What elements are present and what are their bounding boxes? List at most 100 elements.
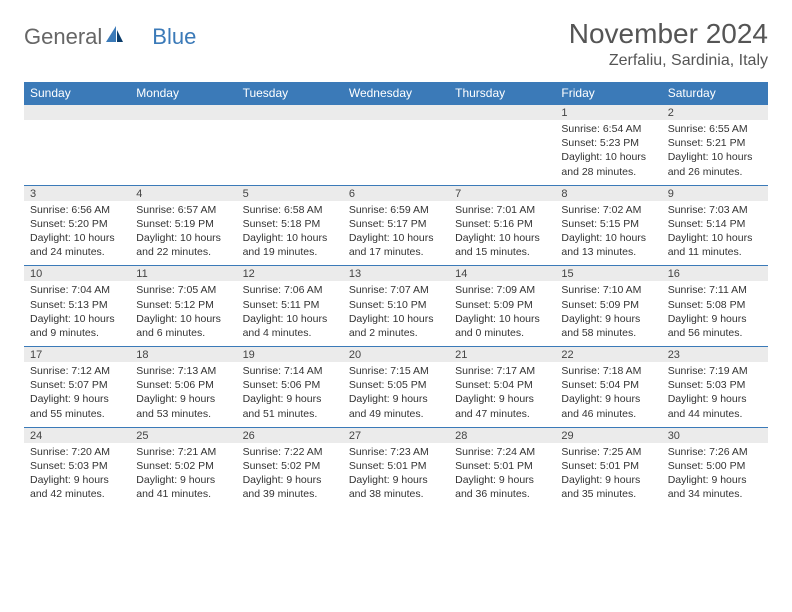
sunset-line: Sunset: 5:09 PM	[455, 298, 549, 312]
daynum-cell	[130, 105, 236, 121]
detail-cell: Sunrise: 7:13 AMSunset: 5:06 PMDaylight:…	[130, 362, 236, 427]
sunset-line: Sunset: 5:16 PM	[455, 217, 549, 231]
daylight-line: Daylight: 10 hours and 4 minutes.	[243, 312, 337, 340]
daynum-cell: 5	[237, 185, 343, 201]
sunrise-line: Sunrise: 7:02 AM	[561, 203, 655, 217]
sunrise-line: Sunrise: 6:55 AM	[668, 122, 762, 136]
sunrise-line: Sunrise: 7:01 AM	[455, 203, 549, 217]
dow-cell: Tuesday	[237, 82, 343, 105]
detail-cell: Sunrise: 7:15 AMSunset: 5:05 PMDaylight:…	[343, 362, 449, 427]
daynum-cell: 8	[555, 185, 661, 201]
daylight-line: Daylight: 9 hours and 44 minutes.	[668, 392, 762, 420]
detail-cell: Sunrise: 7:19 AMSunset: 5:03 PMDaylight:…	[662, 362, 768, 427]
detail-cell: Sunrise: 7:06 AMSunset: 5:11 PMDaylight:…	[237, 281, 343, 346]
daynum-cell: 17	[24, 347, 130, 363]
dow-cell: Monday	[130, 82, 236, 105]
sunrise-line: Sunrise: 7:07 AM	[349, 283, 443, 297]
daylight-line: Daylight: 10 hours and 26 minutes.	[668, 150, 762, 178]
month-title: November 2024	[569, 18, 768, 50]
sunrise-line: Sunrise: 7:26 AM	[668, 445, 762, 459]
daylight-line: Daylight: 10 hours and 28 minutes.	[561, 150, 655, 178]
daylight-line: Daylight: 9 hours and 51 minutes.	[243, 392, 337, 420]
daylight-line: Daylight: 10 hours and 19 minutes.	[243, 231, 337, 259]
daynum-cell	[449, 105, 555, 121]
sunset-line: Sunset: 5:11 PM	[243, 298, 337, 312]
daynum-cell: 9	[662, 185, 768, 201]
daynum-cell	[24, 105, 130, 121]
sunrise-line: Sunrise: 6:57 AM	[136, 203, 230, 217]
sunset-line: Sunset: 5:06 PM	[243, 378, 337, 392]
sunrise-line: Sunrise: 6:54 AM	[561, 122, 655, 136]
detail-row: Sunrise: 6:56 AMSunset: 5:20 PMDaylight:…	[24, 201, 768, 266]
detail-cell: Sunrise: 7:11 AMSunset: 5:08 PMDaylight:…	[662, 281, 768, 346]
sunset-line: Sunset: 5:00 PM	[668, 459, 762, 473]
daylight-line: Daylight: 9 hours and 49 minutes.	[349, 392, 443, 420]
daynum-cell: 16	[662, 266, 768, 282]
brand-logo: General Blue	[24, 24, 196, 50]
daylight-line: Daylight: 9 hours and 35 minutes.	[561, 473, 655, 501]
daylight-line: Daylight: 9 hours and 47 minutes.	[455, 392, 549, 420]
detail-cell	[449, 120, 555, 185]
detail-cell	[343, 120, 449, 185]
sunset-line: Sunset: 5:13 PM	[30, 298, 124, 312]
daynum-cell: 20	[343, 347, 449, 363]
sunset-line: Sunset: 5:14 PM	[668, 217, 762, 231]
detail-cell: Sunrise: 7:07 AMSunset: 5:10 PMDaylight:…	[343, 281, 449, 346]
calendar-table: SundayMondayTuesdayWednesdayThursdayFrid…	[24, 82, 768, 507]
daylight-line: Daylight: 9 hours and 58 minutes.	[561, 312, 655, 340]
daynum-cell: 7	[449, 185, 555, 201]
sunset-line: Sunset: 5:03 PM	[668, 378, 762, 392]
daynum-cell: 19	[237, 347, 343, 363]
daylight-line: Daylight: 10 hours and 22 minutes.	[136, 231, 230, 259]
daylight-line: Daylight: 10 hours and 6 minutes.	[136, 312, 230, 340]
sunset-line: Sunset: 5:17 PM	[349, 217, 443, 231]
sunset-line: Sunset: 5:19 PM	[136, 217, 230, 231]
detail-cell: Sunrise: 7:21 AMSunset: 5:02 PMDaylight:…	[130, 443, 236, 508]
detail-cell: Sunrise: 6:57 AMSunset: 5:19 PMDaylight:…	[130, 201, 236, 266]
daylight-line: Daylight: 9 hours and 41 minutes.	[136, 473, 230, 501]
title-block: November 2024 Zerfaliu, Sardinia, Italy	[569, 18, 768, 70]
sunset-line: Sunset: 5:21 PM	[668, 136, 762, 150]
daynum-cell: 4	[130, 185, 236, 201]
detail-cell: Sunrise: 7:25 AMSunset: 5:01 PMDaylight:…	[555, 443, 661, 508]
daynum-cell: 12	[237, 266, 343, 282]
sunset-line: Sunset: 5:01 PM	[561, 459, 655, 473]
detail-cell: Sunrise: 7:26 AMSunset: 5:00 PMDaylight:…	[662, 443, 768, 508]
detail-row: Sunrise: 7:04 AMSunset: 5:13 PMDaylight:…	[24, 281, 768, 346]
daylight-line: Daylight: 9 hours and 42 minutes.	[30, 473, 124, 501]
daylight-line: Daylight: 10 hours and 15 minutes.	[455, 231, 549, 259]
sunrise-line: Sunrise: 7:21 AM	[136, 445, 230, 459]
brand-sail-icon	[104, 26, 124, 49]
sunset-line: Sunset: 5:02 PM	[136, 459, 230, 473]
daylight-line: Daylight: 10 hours and 0 minutes.	[455, 312, 549, 340]
sunset-line: Sunset: 5:05 PM	[349, 378, 443, 392]
sunset-line: Sunset: 5:04 PM	[561, 378, 655, 392]
daynum-cell: 30	[662, 427, 768, 443]
daynum-cell: 14	[449, 266, 555, 282]
daynum-cell: 15	[555, 266, 661, 282]
sunset-line: Sunset: 5:18 PM	[243, 217, 337, 231]
daynum-cell: 11	[130, 266, 236, 282]
daynum-row: 10111213141516	[24, 266, 768, 282]
detail-cell: Sunrise: 7:14 AMSunset: 5:06 PMDaylight:…	[237, 362, 343, 427]
daynum-cell: 10	[24, 266, 130, 282]
detail-cell: Sunrise: 7:20 AMSunset: 5:03 PMDaylight:…	[24, 443, 130, 508]
detail-cell	[237, 120, 343, 185]
sunrise-line: Sunrise: 7:18 AM	[561, 364, 655, 378]
sunrise-line: Sunrise: 7:20 AM	[30, 445, 124, 459]
dow-cell: Sunday	[24, 82, 130, 105]
detail-cell: Sunrise: 7:18 AMSunset: 5:04 PMDaylight:…	[555, 362, 661, 427]
sunset-line: Sunset: 5:23 PM	[561, 136, 655, 150]
daynum-row: 12	[24, 105, 768, 121]
daynum-cell: 26	[237, 427, 343, 443]
sunset-line: Sunset: 5:15 PM	[561, 217, 655, 231]
detail-row: Sunrise: 7:12 AMSunset: 5:07 PMDaylight:…	[24, 362, 768, 427]
detail-cell: Sunrise: 7:01 AMSunset: 5:16 PMDaylight:…	[449, 201, 555, 266]
detail-cell: Sunrise: 6:58 AMSunset: 5:18 PMDaylight:…	[237, 201, 343, 266]
daynum-cell: 25	[130, 427, 236, 443]
sunset-line: Sunset: 5:04 PM	[455, 378, 549, 392]
sunrise-line: Sunrise: 7:23 AM	[349, 445, 443, 459]
detail-cell: Sunrise: 7:23 AMSunset: 5:01 PMDaylight:…	[343, 443, 449, 508]
sunset-line: Sunset: 5:02 PM	[243, 459, 337, 473]
detail-cell: Sunrise: 6:54 AMSunset: 5:23 PMDaylight:…	[555, 120, 661, 185]
